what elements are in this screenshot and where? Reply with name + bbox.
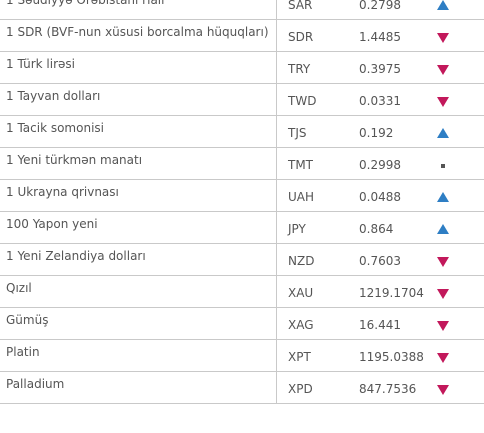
currency-name: 100 Yapon yeni bbox=[6, 217, 98, 231]
exchange-rate-value: 16.441 bbox=[359, 318, 401, 332]
table-row: 1 Səudiyyə Ərəbistanı rialı SAR 0.2798 bbox=[0, 0, 484, 20]
currency-name-cell: Palladium bbox=[0, 372, 277, 403]
currency-code: UAH bbox=[288, 190, 315, 204]
exchange-rate-value: 0.0331 bbox=[359, 94, 401, 108]
trend-cell bbox=[432, 372, 456, 403]
currency-name-cell: 1 Yeni Zelandiya dolları bbox=[0, 244, 277, 275]
exchange-rate-value: 0.0488 bbox=[359, 190, 401, 204]
exchange-rate-value: 0.7603 bbox=[359, 254, 401, 268]
arrow-down-icon bbox=[437, 257, 449, 267]
exchange-rate-value: 0.864 bbox=[359, 222, 394, 236]
currency-code: XPD bbox=[288, 382, 313, 396]
currency-name-cell: 1 Türk lirəsi bbox=[0, 52, 277, 83]
trend-cell bbox=[432, 308, 456, 339]
currency-name-cell: 1 SDR (BVF-nun xüsusi borcalma hüquqları… bbox=[0, 20, 277, 51]
currency-name: Gümüş bbox=[6, 313, 49, 327]
currency-name: 1 Tayvan dolları bbox=[6, 89, 101, 103]
arrow-up-icon bbox=[437, 128, 449, 138]
trend-cell bbox=[432, 276, 456, 307]
exchange-rate-value: 0.192 bbox=[359, 126, 394, 140]
currency-name: Qızıl bbox=[6, 281, 32, 295]
table-row: 1 SDR (BVF-nun xüsusi borcalma hüquqları… bbox=[0, 20, 484, 52]
trend-cell bbox=[432, 52, 456, 83]
table-row: 1 Türk lirəsi TRY 0.3975 bbox=[0, 52, 484, 84]
currency-name-cell: 1 Yeni türkmən manatı bbox=[0, 148, 277, 179]
currency-name-cell: 1 Tayvan dolları bbox=[0, 84, 277, 115]
currency-name-cell: 1 Ukrayna qrivnası bbox=[0, 180, 277, 211]
currency-code: NZD bbox=[288, 254, 315, 268]
trend-cell bbox=[432, 212, 456, 243]
currency-name-cell: 1 Tacik somonisi bbox=[0, 116, 277, 147]
arrow-up-icon bbox=[437, 224, 449, 234]
currency-name-cell: Platin bbox=[0, 340, 277, 371]
currency-name-cell: Gümüş bbox=[0, 308, 277, 339]
currency-name-cell: 100 Yapon yeni bbox=[0, 212, 277, 243]
currency-code: SDR bbox=[288, 30, 314, 44]
trend-cell bbox=[432, 148, 456, 179]
trend-cell bbox=[432, 180, 456, 211]
trend-cell bbox=[432, 244, 456, 275]
arrow-down-icon bbox=[437, 385, 449, 395]
table-row: Gümüş XAG 16.441 bbox=[0, 308, 484, 340]
table-row: Platin XPT 1195.0388 bbox=[0, 340, 484, 372]
exchange-rate-value: 1195.0388 bbox=[359, 350, 424, 364]
exchange-rate-value: 0.2798 bbox=[359, 0, 401, 12]
table-row: 1 Ukrayna qrivnası UAH 0.0488 bbox=[0, 180, 484, 212]
arrow-down-icon bbox=[437, 97, 449, 107]
currency-name: Platin bbox=[6, 345, 40, 359]
currency-name: 1 Tacik somonisi bbox=[6, 121, 104, 135]
arrow-down-icon bbox=[437, 321, 449, 331]
currency-rates-table: 1 Səudiyyə Ərəbistanı rialı SAR 0.2798 1 SD… bbox=[0, 0, 484, 404]
arrow-down-icon bbox=[437, 353, 449, 363]
table-row: 1 Tayvan dolları TWD 0.0331 bbox=[0, 84, 484, 116]
currency-name: 1 Türk lirəsi bbox=[6, 57, 76, 71]
currency-name: 1 SDR (BVF-nun xüsusi borcalma hüquqları… bbox=[6, 25, 269, 39]
trend-cell bbox=[432, 20, 456, 51]
currency-code: TRY bbox=[288, 62, 311, 76]
table-row: 1 Tacik somonisi TJS 0.192 bbox=[0, 116, 484, 148]
trend-cell bbox=[432, 116, 456, 147]
table-row: Palladium XPD 847.7536 bbox=[0, 372, 484, 404]
currency-code: TMT bbox=[288, 158, 314, 172]
currency-code: XAG bbox=[288, 318, 314, 332]
exchange-rate-value: 1.4485 bbox=[359, 30, 401, 44]
table-row: Qızıl XAU 1219.1704 bbox=[0, 276, 484, 308]
currency-name: 1 Ukrayna qrivnası bbox=[6, 185, 119, 199]
currency-name: 1 Səudiyyə Ərəbistanı rialı bbox=[6, 0, 165, 7]
trend-cell bbox=[432, 340, 456, 371]
arrow-down-icon bbox=[437, 289, 449, 299]
no-change-icon bbox=[441, 164, 445, 168]
currency-code: TJS bbox=[288, 126, 307, 140]
exchange-rate-value: 0.3975 bbox=[359, 62, 401, 76]
currency-code: TWD bbox=[288, 94, 317, 108]
currency-name: Palladium bbox=[6, 377, 65, 391]
table-row: 1 Yeni Zelandiya dolları NZD 0.7603 bbox=[0, 244, 484, 276]
exchange-rate-value: 847.7536 bbox=[359, 382, 417, 396]
currency-code: SAR bbox=[288, 0, 313, 12]
currency-code: XAU bbox=[288, 286, 314, 300]
arrow-up-icon bbox=[437, 0, 449, 10]
exchange-rate-value: 1219.1704 bbox=[359, 286, 424, 300]
currency-code: JPY bbox=[288, 222, 306, 236]
table-row: 100 Yapon yeni JPY 0.864 bbox=[0, 212, 484, 244]
currency-code: XPT bbox=[288, 350, 311, 364]
currency-name-cell: Qızıl bbox=[0, 276, 277, 307]
trend-cell bbox=[432, 0, 456, 19]
exchange-rate-value: 0.2998 bbox=[359, 158, 401, 172]
arrow-down-icon bbox=[437, 33, 449, 43]
currency-name: 1 Yeni Zelandiya dolları bbox=[6, 249, 146, 263]
trend-cell bbox=[432, 84, 456, 115]
table-row: 1 Yeni türkmən manatı TMT 0.2998 bbox=[0, 148, 484, 180]
arrow-down-icon bbox=[437, 65, 449, 75]
currency-name-cell: 1 Səudiyyə Ərəbistanı rialı bbox=[0, 0, 277, 19]
arrow-up-icon bbox=[437, 192, 449, 202]
currency-name: 1 Yeni türkmən manatı bbox=[6, 153, 143, 167]
